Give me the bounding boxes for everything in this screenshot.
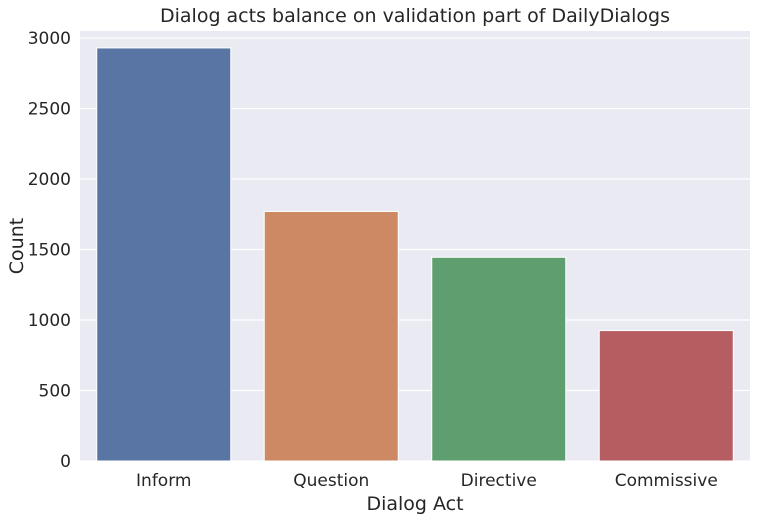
bar-commissive: [598, 330, 734, 462]
x-tick-label-commissive: Commissive: [615, 471, 718, 491]
x-tick-label-question: Question: [293, 471, 369, 491]
y-tick-labels: 0 500 1000 1500 2000 2500 3000: [28, 29, 71, 472]
bar-directive: [431, 256, 567, 462]
y-tick-label: 0: [60, 452, 71, 472]
chart-title: Dialog acts balance on validation part o…: [160, 5, 670, 27]
y-tick-label: 1500: [28, 241, 71, 261]
bars: [96, 47, 734, 462]
y-axis-label: Count: [6, 218, 28, 274]
y-tick-label: 3000: [28, 29, 71, 49]
y-tick-label: 1000: [28, 311, 71, 331]
y-tick-label: 500: [39, 382, 71, 402]
x-tick-labels: Inform Question Directive Commissive: [136, 471, 718, 491]
y-tick-label: 2500: [28, 100, 71, 120]
x-tick-label-directive: Directive: [461, 471, 537, 491]
x-axis-label: Dialog Act: [366, 493, 463, 515]
bar-question: [263, 210, 399, 462]
x-tick-label-inform: Inform: [136, 471, 191, 491]
bar-inform: [96, 47, 232, 462]
y-tick-label: 2000: [28, 170, 71, 190]
